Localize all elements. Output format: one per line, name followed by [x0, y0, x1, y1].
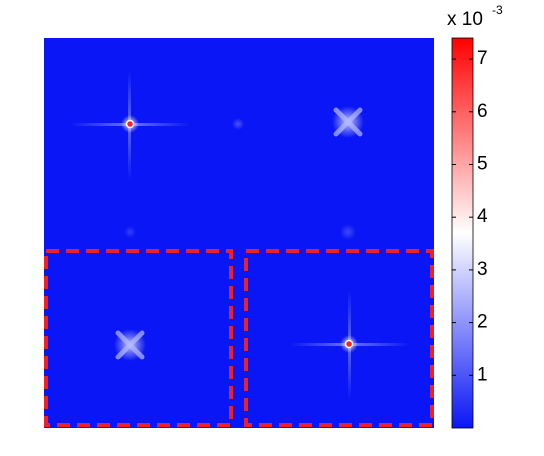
highlight-box [244, 249, 434, 427]
faint-peak [340, 224, 356, 240]
colorbar-tick-label: 7 [477, 48, 488, 69]
colorbar-tick-label: 2 [477, 312, 488, 333]
faint-peak [232, 118, 244, 130]
colorbar-tick-label: 6 [477, 101, 488, 122]
colorbar: 1 2 3 4 5 6 7 [451, 37, 488, 429]
colorbar-exponent: -3 [492, 3, 503, 17]
peak [125, 119, 135, 129]
image-background [44, 38, 434, 428]
highlight-box [44, 249, 233, 427]
colorbar-tick-label: 5 [477, 154, 488, 175]
peak [344, 339, 354, 349]
faint-peak [124, 226, 136, 238]
colorbar-scale [451, 37, 474, 429]
diffuse-peak [332, 106, 364, 138]
image [44, 38, 434, 428]
colorbar-tick-label: 4 [477, 206, 488, 227]
colorbar-label: x 10 [447, 9, 483, 30]
diffuse-peak [114, 329, 146, 361]
colorbar-tick-label: 3 [477, 259, 488, 280]
colorbar-tick-label: 1 [477, 364, 488, 385]
